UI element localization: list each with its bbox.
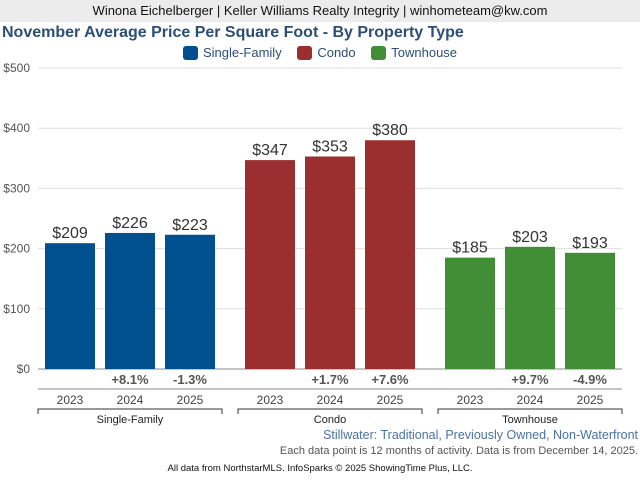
y-tick-label: $100 <box>3 302 30 316</box>
y-tick-label: $500 <box>3 61 30 75</box>
bar-value-label: $380 <box>372 122 408 139</box>
bar-value-label: $193 <box>572 235 608 252</box>
x-tick-label: 2025 <box>577 393 604 407</box>
x-tick-label: 2025 <box>377 393 404 407</box>
change-label: +7.6% <box>371 372 409 387</box>
bar <box>565 252 615 369</box>
bar-value-label: $226 <box>112 215 148 232</box>
y-tick-label: $0 <box>17 362 31 376</box>
legend-label: Condo <box>317 45 356 60</box>
bar-value-label: $185 <box>452 240 488 257</box>
y-tick-label: $400 <box>3 121 30 135</box>
legend-item-condo[interactable]: Condo <box>297 45 356 60</box>
change-label: -4.9% <box>573 372 607 387</box>
legend: Single-Family Condo Townhouse <box>0 45 640 63</box>
group-bracket <box>37 408 223 414</box>
data-note: Each data point is 12 months of activity… <box>279 445 638 457</box>
change-label: +9.7% <box>511 372 549 387</box>
group-label: Single-Family <box>97 414 164 426</box>
bar-value-label: $209 <box>52 225 88 242</box>
change-label: +1.7% <box>311 372 349 387</box>
bar-value-label: $223 <box>172 217 208 234</box>
chart-subtitle: Stillwater: Traditional, Previously Owne… <box>323 428 638 442</box>
bar <box>505 246 555 369</box>
legend-label: Townhouse <box>391 45 458 60</box>
bar <box>45 243 95 369</box>
group-bracket <box>437 408 623 414</box>
source-footer: All data from NorthstarMLS. InfoSparks ©… <box>167 463 473 474</box>
x-tick-label: 2023 <box>257 393 284 407</box>
x-tick-label: 2023 <box>57 393 84 407</box>
bar-value-label: $203 <box>512 229 548 246</box>
bar <box>165 234 215 369</box>
legend-item-townhouse[interactable]: Townhouse <box>371 45 457 60</box>
group-bracket <box>237 408 423 414</box>
change-label: -1.3% <box>173 372 207 387</box>
legend-swatch <box>297 45 313 60</box>
bar <box>305 156 355 369</box>
x-tick-label: 2023 <box>457 393 484 407</box>
bar <box>245 160 295 369</box>
bar <box>445 257 495 369</box>
bar <box>105 232 155 369</box>
chart-title: November Average Price Per Square Foot -… <box>2 24 464 41</box>
y-tick-label: $200 <box>3 242 30 256</box>
y-tick-label: $300 <box>3 181 30 195</box>
bar-value-label: $353 <box>312 138 348 155</box>
x-tick-label: 2024 <box>517 393 544 407</box>
group-label: Condo <box>314 414 346 426</box>
x-tick-label: 2024 <box>317 393 344 407</box>
x-tick-label: 2025 <box>177 393 204 407</box>
bar-value-label: $347 <box>252 142 288 159</box>
legend-item-single-family[interactable]: Single-Family <box>182 45 282 60</box>
change-label: +8.1% <box>111 372 149 387</box>
group-label: Townhouse <box>502 414 558 426</box>
legend-label: Single-Family <box>202 45 282 60</box>
x-tick-label: 2024 <box>117 393 144 407</box>
bar <box>365 140 415 369</box>
agent-header: Winona Eichelberger | Keller Williams Re… <box>0 0 640 22</box>
legend-swatch <box>182 45 198 60</box>
bar-chart: $0 $100 $200 $300 $400 $500 $209 2023 $226 +8.1% 2… <box>3 61 623 426</box>
legend-swatch <box>371 45 387 60</box>
